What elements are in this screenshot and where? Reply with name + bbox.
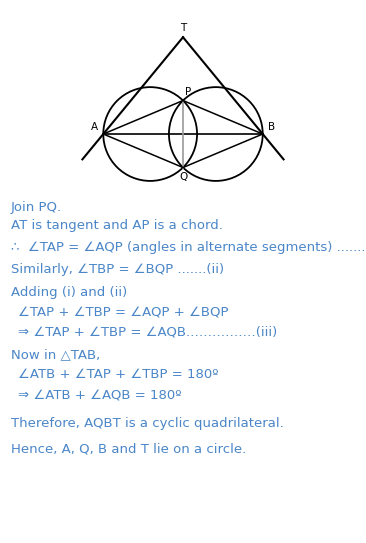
Text: ∴  ∠TAP = ∠AQP (angles in alternate segments) ........(i): ∴ ∠TAP = ∠AQP (angles in alternate segme…: [11, 241, 366, 254]
Text: B: B: [268, 122, 276, 131]
Text: ∠ATB + ∠TAP + ∠TBP = 180º: ∠ATB + ∠TAP + ∠TBP = 180º: [18, 368, 219, 381]
Text: Hence, A, Q, B and T lie on a circle.: Hence, A, Q, B and T lie on a circle.: [11, 443, 246, 456]
Text: ∠TAP + ∠TBP = ∠AQP + ∠BQP: ∠TAP + ∠TBP = ∠AQP + ∠BQP: [18, 306, 229, 319]
Text: ⇒ ∠TAP + ∠TBP = ∠AQB.……………(iii): ⇒ ∠TAP + ∠TBP = ∠AQB.……………(iii): [18, 326, 277, 339]
Text: AT is tangent and AP is a chord.: AT is tangent and AP is a chord.: [11, 219, 223, 232]
Text: ⇒ ∠ATB + ∠AQB = 180º: ⇒ ∠ATB + ∠AQB = 180º: [18, 388, 182, 401]
Text: Similarly, ∠TBP = ∠BQP .......(ii): Similarly, ∠TBP = ∠BQP .......(ii): [11, 263, 224, 276]
Text: Adding (i) and (ii): Adding (i) and (ii): [11, 286, 127, 299]
Text: Now in △TAB,: Now in △TAB,: [11, 348, 100, 361]
Text: Join PQ.: Join PQ.: [11, 201, 62, 214]
Text: Q: Q: [179, 172, 187, 182]
Text: P: P: [185, 87, 191, 97]
Text: T: T: [180, 23, 186, 34]
Text: A: A: [90, 122, 98, 131]
Text: Therefore, AQBT is a cyclic quadrilateral.: Therefore, AQBT is a cyclic quadrilatera…: [11, 417, 284, 430]
